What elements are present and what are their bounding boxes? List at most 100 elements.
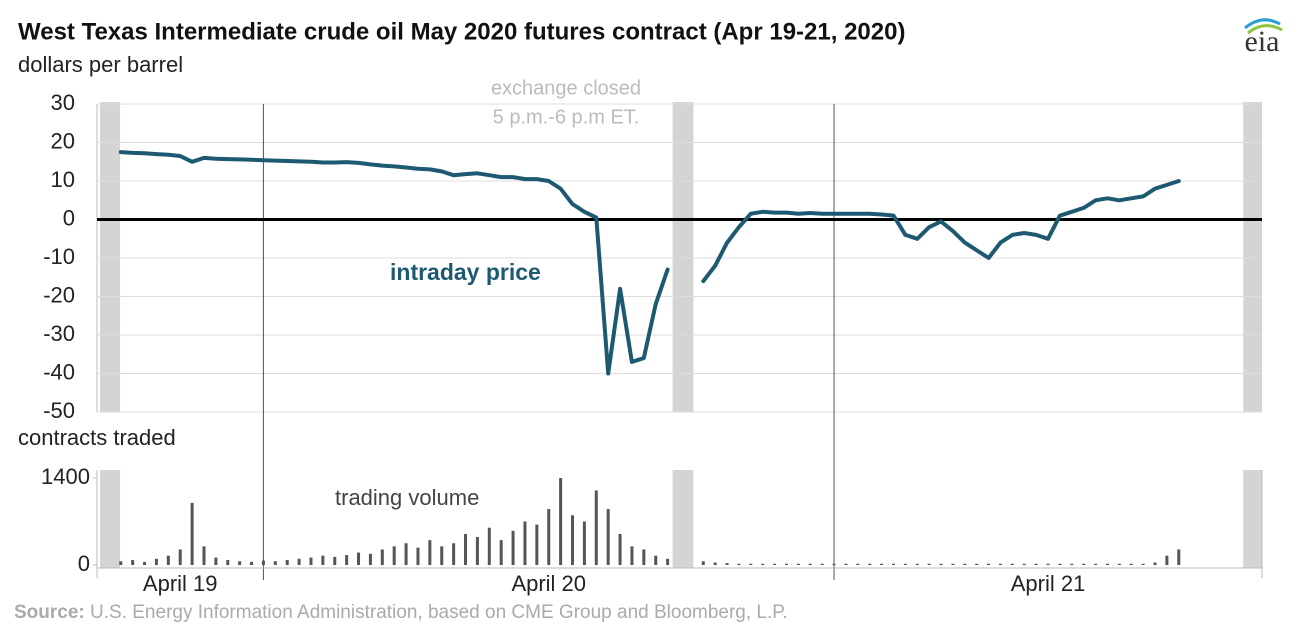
volume-bar xyxy=(903,563,907,565)
volume-bar xyxy=(547,509,551,565)
y-axis-label: dollars per barrel xyxy=(18,52,183,77)
volume-bar xyxy=(345,555,349,565)
volume-bar xyxy=(1153,562,1157,565)
volume-bar xyxy=(380,549,384,565)
x-tick-label: April 20 xyxy=(511,571,586,596)
chart-title: West Texas Intermediate crude oil May 20… xyxy=(18,18,905,45)
y-tick-label: -30 xyxy=(43,321,75,346)
y-tick-label: 0 xyxy=(63,205,75,230)
volume-bar xyxy=(523,521,527,565)
closed-band xyxy=(100,470,121,568)
volume-bar xyxy=(261,560,265,565)
volume-bar xyxy=(654,555,658,565)
volume-bar xyxy=(582,521,586,565)
volume-bar xyxy=(297,558,301,565)
logo-swoosh xyxy=(1244,18,1281,30)
annotation: intraday price xyxy=(390,259,541,285)
volume-bar xyxy=(571,515,575,565)
volume-bar xyxy=(404,543,408,565)
volume-bar xyxy=(487,527,491,565)
volume-bar xyxy=(832,563,836,565)
volume-bar xyxy=(713,562,717,565)
volume-bar xyxy=(392,546,396,565)
volume-bar xyxy=(773,563,777,565)
volume-bar xyxy=(190,502,194,565)
x-tick-label: April 21 xyxy=(1011,571,1086,596)
volume-bar xyxy=(1105,563,1109,565)
volume-bar xyxy=(618,533,622,565)
volume-bar xyxy=(891,563,895,565)
volume-bar xyxy=(868,563,872,565)
volume-bar xyxy=(1177,549,1181,565)
y-tick-label: -50 xyxy=(43,398,75,423)
volume-bar xyxy=(975,563,979,565)
price-line xyxy=(118,150,1181,376)
volume-bar xyxy=(1082,563,1086,565)
y-tick-label: 20 xyxy=(51,128,75,153)
volume-bar xyxy=(511,530,515,565)
volume-bar xyxy=(796,563,800,565)
y-tick-label: -20 xyxy=(43,282,75,307)
volume-bar xyxy=(131,560,135,565)
volume-bar xyxy=(559,478,563,565)
closed-band xyxy=(672,102,694,412)
volume-bar xyxy=(1022,563,1026,565)
volume-bar xyxy=(428,540,432,565)
volume-bar xyxy=(880,563,884,565)
x-tick-label: April 19 xyxy=(143,571,218,596)
volume-bar xyxy=(927,563,931,565)
volume-bar xyxy=(737,563,741,565)
volume-bar xyxy=(630,546,634,565)
volume-bar xyxy=(915,563,919,565)
volume-bar xyxy=(951,563,955,565)
volume-bar xyxy=(309,557,313,565)
y-tick-label: -10 xyxy=(43,244,75,269)
volume-bar xyxy=(606,509,610,565)
volume-bar xyxy=(1094,563,1098,565)
volume-bar xyxy=(1165,555,1169,565)
volume-bar xyxy=(119,561,123,565)
annotation: trading volume xyxy=(335,485,479,510)
volume-bar xyxy=(1058,563,1062,565)
volume-bar xyxy=(1129,563,1133,565)
volume-bar xyxy=(1070,563,1074,565)
volume-bar xyxy=(701,561,705,565)
volume-bar xyxy=(1010,563,1014,565)
y-tick-label: 1400 xyxy=(41,464,90,489)
volume-bar xyxy=(464,533,468,565)
source: Source: U.S. Energy Information Administ… xyxy=(14,602,788,623)
volume-bar xyxy=(998,563,1002,565)
volume-bar xyxy=(368,553,372,565)
volume-bar xyxy=(250,561,254,565)
volume-bar xyxy=(844,563,848,565)
annotation: 5 p.m.-6 p.m ET. xyxy=(493,106,640,128)
y-tick-label: -40 xyxy=(43,359,75,384)
logo-swoosh xyxy=(1247,24,1283,35)
volume-bar xyxy=(820,563,824,565)
y-axis-label: contracts traded xyxy=(18,425,176,450)
volume-bar xyxy=(238,561,242,565)
volume-bar xyxy=(1141,563,1145,565)
volume-bar xyxy=(357,552,361,565)
volume-bar xyxy=(808,563,812,565)
volume-bar xyxy=(321,555,325,565)
volume-bar xyxy=(475,537,479,565)
closed-band xyxy=(672,470,694,568)
volume-bar xyxy=(143,561,147,565)
source-text: U.S. Energy Information Administration, … xyxy=(90,602,788,623)
volume-bar xyxy=(784,563,788,565)
volume-bar xyxy=(333,556,337,565)
volume-bar xyxy=(987,563,991,565)
volume-bar xyxy=(154,558,158,565)
closed-band xyxy=(1243,102,1262,412)
volume-bar xyxy=(273,561,277,565)
volume-bar xyxy=(939,563,943,565)
volume-bar xyxy=(594,490,598,565)
volume-bar xyxy=(666,558,670,565)
volume-bar xyxy=(725,563,729,565)
annotation: exchange closed xyxy=(491,77,641,99)
y-tick-label: 10 xyxy=(51,167,75,192)
volume-bar xyxy=(416,547,420,565)
volume-bar xyxy=(226,560,230,565)
